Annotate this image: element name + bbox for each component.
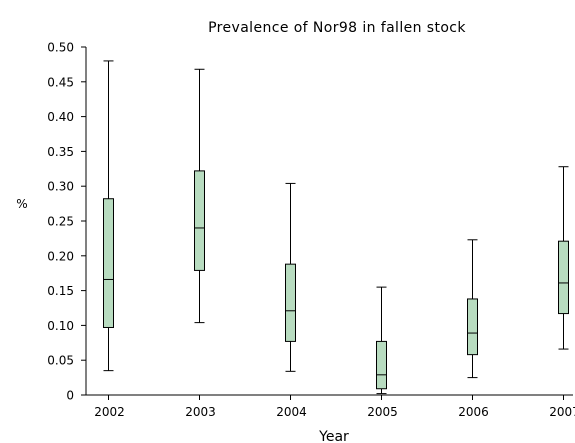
- box-iqr: [376, 340, 387, 390]
- box-iqr: [103, 198, 114, 328]
- box-2005: [376, 286, 387, 395]
- y-tick-label: 0.35: [47, 145, 74, 159]
- y-axis-label: %: [16, 197, 27, 211]
- y-tick-label: 0.25: [47, 215, 74, 229]
- axes: [85, 47, 573, 396]
- box-2006: [467, 239, 478, 379]
- y-axis-ticks: 0 0.05 0.10 0.15 0.20 0.25 0.30 0.35 0.40 0.45 0.5…: [47, 41, 86, 403]
- box-2003: [194, 68, 205, 324]
- box-iqr: [558, 240, 569, 315]
- box-2002: [103, 60, 114, 372]
- y-tick-label: 0.30: [47, 180, 74, 194]
- x-tick-label: 2003: [185, 405, 216, 419]
- box-iqr: [285, 263, 296, 342]
- boxes: [103, 60, 569, 395]
- y-tick-label: 0.05: [47, 354, 74, 368]
- y-tick-label: 0: [66, 389, 74, 403]
- box-iqr: [194, 170, 205, 271]
- box-2004: [285, 182, 296, 372]
- y-tick-label: 0.45: [47, 75, 74, 89]
- x-tick-label: 2006: [458, 405, 489, 419]
- y-tick-label: 0.50: [47, 41, 74, 55]
- y-tick-label: 0.10: [47, 319, 74, 333]
- x-tick-label: 2004: [276, 405, 307, 419]
- y-tick-label: 0.15: [47, 284, 74, 298]
- x-tick-label: 2002: [94, 405, 125, 419]
- box-2007: [558, 166, 569, 350]
- x-tick-label: 2007: [549, 405, 575, 419]
- x-axis-ticks: 2002 2003 2004 2005 2006 2007: [94, 395, 575, 419]
- x-tick-label: 2005: [367, 405, 398, 419]
- box-iqr: [467, 298, 478, 356]
- chart-title: Prevalence of Nor98 in fallen stock: [208, 20, 466, 36]
- y-tick-label: 0.20: [47, 249, 74, 263]
- y-tick-label: 0.40: [47, 110, 74, 124]
- x-axis-label: Year: [318, 429, 349, 443]
